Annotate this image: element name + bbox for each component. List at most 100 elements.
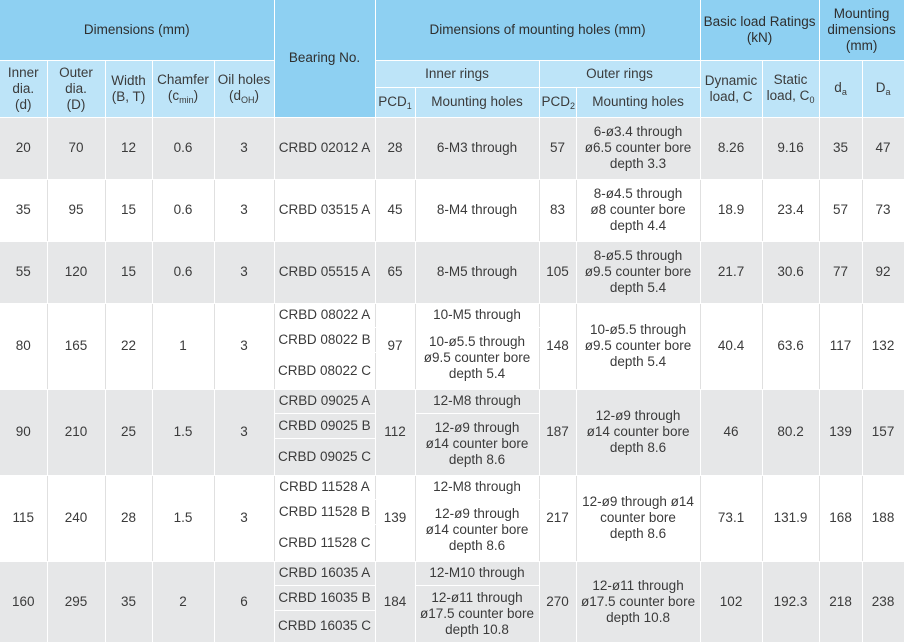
bearing-no-header: Bearing No.: [274, 0, 376, 118]
pcd2-cell: 187: [539, 389, 577, 476]
bearing-no-cell: CRBD 09025 B: [274, 413, 376, 439]
Da-cell: 47: [862, 117, 904, 180]
static-load-cell: 23.4: [762, 179, 820, 242]
width-cell: 25: [105, 389, 153, 476]
dynamic-load-cell: 18.9: [700, 179, 763, 242]
pcd2-header: PCD2: [539, 87, 577, 118]
static-load-cell: 192.3: [762, 561, 820, 643]
width-header: Width (B, T): [105, 60, 153, 118]
bearing-no-cell: CRBD 11528 C: [274, 524, 376, 562]
pcd1-cell: 184: [375, 561, 416, 643]
dynamic-load-cell: 46: [700, 389, 763, 476]
outer-rings-header: Outer rings: [539, 60, 701, 88]
table-subrow: CRBD 16035 C: [0, 610, 904, 643]
bearing-no-cell: CRBD 08022 A: [274, 303, 376, 328]
static-load-cell: 63.6: [762, 303, 820, 390]
inner-mounting-holes-cell: 8-M4 through: [415, 179, 540, 242]
inner-dia-cell: 35: [0, 179, 48, 242]
da-cell: 57: [819, 179, 863, 242]
inner-mounting-holes-cell: 10-ø5.5 through ø9.5 counter bore depth 5.…: [415, 327, 540, 390]
bearing-no-cell: CRBD 08022 B: [274, 327, 376, 353]
outer-dia-header: Outer dia. (D): [47, 60, 106, 118]
table-subrow: CRBD 08022 B 10-ø5.5 through ø9.5 counter …: [0, 327, 904, 390]
pcd1-header: PCD1: [375, 87, 416, 118]
inner-dia-cell: 115: [0, 475, 48, 562]
inner-mounting-holes-cell: 12-ø11 through ø17.5 counter bore depth 10…: [415, 585, 540, 643]
inner-mounting-holes-cell: 6-M3 through: [415, 117, 540, 180]
static-load-cell: 131.9: [762, 475, 820, 562]
inner-mounting-holes-cell: 12-M8 through: [415, 475, 540, 500]
Da-cell: 157: [862, 389, 904, 476]
width-cell: 35: [105, 561, 153, 643]
dynamic-load-cell: 40.4: [700, 303, 763, 390]
Da-cell: 188: [862, 475, 904, 562]
pcd1-cell: 45: [375, 179, 416, 242]
inner-dia-cell: 90: [0, 389, 48, 476]
outer-mounting-holes-cell: 12-ø11 through ø17.5 counter bore depth 10…: [576, 561, 701, 643]
da-header: da: [819, 60, 863, 118]
table-subrow: CRBD 11528 B 12-ø9 through ø14 counter bor…: [0, 499, 904, 562]
dynamic-load-cell: 21.7: [700, 241, 763, 304]
oil-holes-cell: 3: [214, 389, 275, 476]
da-cell: 139: [819, 389, 863, 476]
table-subrow: CRBD 09025 B 12-ø9 through ø14 counter bor…: [0, 413, 904, 476]
chamfer-cell: 2: [152, 561, 215, 643]
Da-header: Da: [862, 60, 904, 118]
inner-mounting-holes-header: Mounting holes: [415, 87, 540, 118]
width-cell: 22: [105, 303, 153, 390]
inner-mounting-holes-cell: 12-M10 through: [415, 561, 540, 586]
inner-rings-header: Inner rings: [375, 60, 540, 88]
table-row: 115 240 28 1.5 3 CRBD 11528 A 139 12-M8 through…: [0, 475, 904, 562]
table-row: 35 95 15 0.6 3 CRBD 03515 A 45 8-M4 through 83 8-…: [0, 179, 904, 242]
pcd2-cell: 148: [539, 303, 577, 390]
table-row: 20 70 12 0.6 3 CRBD 02012 A 28 6-M3 through 57 6-…: [0, 117, 904, 180]
inner-dia-cell: 80: [0, 303, 48, 390]
dimensions-header: Dimensions (mm): [0, 0, 275, 61]
bearing-no-cell: CRBD 11528 A: [274, 475, 376, 500]
pcd1-cell: 139: [375, 475, 416, 562]
oil-holes-cell: 3: [214, 179, 275, 242]
table-subrow: CRBD 16035 B 12-ø11 through ø17.5 counter …: [0, 585, 904, 643]
inner-dia-header: Inner dia. (d): [0, 60, 48, 118]
Da-cell: 92: [862, 241, 904, 304]
table-subrow: CRBD 09025 C: [0, 438, 904, 476]
pcd2-cell: 270: [539, 561, 577, 643]
mounting-holes-dimensions-header: Dimensions of mounting holes (mm): [375, 0, 701, 61]
table-row: 160 295 35 2 6 CRBD 16035 A 184 12-M10 through 2…: [0, 561, 904, 643]
dynamic-load-cell: 73.1: [700, 475, 763, 562]
inner-mounting-holes-cell: 12-ø9 through ø14 counter bore depth 8.6: [415, 499, 540, 562]
oil-holes-header: Oil holes (dOH): [214, 60, 275, 118]
static-load-header: Static load, C0: [762, 60, 820, 118]
bearing-no-cell: CRBD 02012 A: [274, 117, 376, 180]
Da-cell: 238: [862, 561, 904, 643]
inner-mounting-holes-cell: 8-M5 through: [415, 241, 540, 304]
table-subrow: CRBD 11528 C: [0, 524, 904, 562]
table-subrow: CRBD 08022 C: [0, 352, 904, 390]
mounting-dimensions-header: Mounting dimensions (mm): [819, 0, 904, 61]
Da-cell: 73: [862, 179, 904, 242]
outer-mounting-holes-cell: 6-ø3.4 through ø6.5 counter bore depth 3.3: [576, 117, 701, 180]
outer-dia-cell: 295: [47, 561, 106, 643]
bearing-no-cell: CRBD 16035 C: [274, 610, 376, 643]
da-cell: 218: [819, 561, 863, 643]
inner-mounting-holes-cell: 12-M8 through: [415, 389, 540, 414]
pcd2-cell: 57: [539, 117, 577, 180]
inner-dia-cell: 20: [0, 117, 48, 180]
da-cell: 77: [819, 241, 863, 304]
dynamic-load-cell: 8.26: [700, 117, 763, 180]
pcd2-cell: 83: [539, 179, 577, 242]
outer-mounting-holes-cell: 12-ø9 through ø14 counter bore depth 8.6: [576, 475, 701, 562]
table-row: 90 210 25 1.5 3 CRBD 09025 A 112 12-M8 through 1…: [0, 389, 904, 476]
pcd2-cell: 217: [539, 475, 577, 562]
basic-load-ratings-header: Basic load Ratings (kN): [700, 0, 820, 61]
oil-holes-cell: 3: [214, 475, 275, 562]
outer-mounting-holes-cell: 8-ø4.5 through ø8 counter bore depth 4.4: [576, 179, 701, 242]
chamfer-cell: 0.6: [152, 117, 215, 180]
outer-mounting-holes-cell: 10-ø5.5 through ø9.5 counter bore depth 5.…: [576, 303, 701, 390]
bearing-no-cell: CRBD 05515 A: [274, 241, 376, 304]
outer-dia-cell: 70: [47, 117, 106, 180]
bearing-no-cell: CRBD 03515 A: [274, 179, 376, 242]
chamfer-cell: 1.5: [152, 475, 215, 562]
pcd1-cell: 65: [375, 241, 416, 304]
inner-mounting-holes-cell: 12-ø9 through ø14 counter bore depth 8.6: [415, 413, 540, 476]
